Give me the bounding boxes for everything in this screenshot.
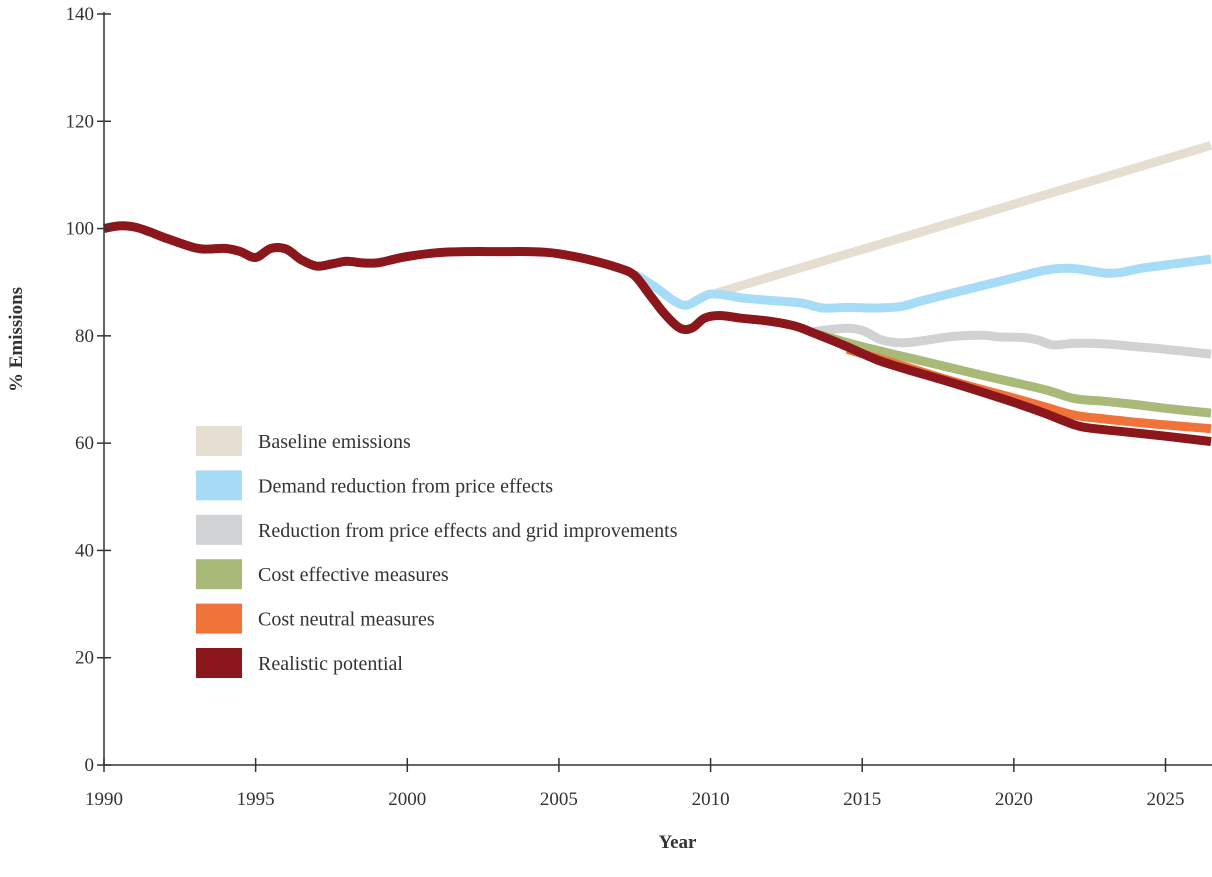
- y-tick-label: 20: [75, 648, 94, 669]
- series-line-3: [818, 330, 1212, 418]
- x-tick-label: 2010: [692, 789, 730, 810]
- legend-swatch: [196, 603, 242, 634]
- x-tick-label: 2005: [540, 789, 578, 810]
- x-axis-title: Year: [659, 832, 698, 853]
- series-line-5: [103, 221, 1212, 446]
- legend-label: Baseline emissions: [258, 431, 411, 453]
- series-line-1: [632, 254, 1212, 313]
- x-tick-label: 2020: [995, 789, 1033, 810]
- legend-label: Realistic potential: [258, 653, 403, 675]
- legend-label: Reduction from price effects and grid im…: [258, 520, 678, 542]
- x-tick-label: 1995: [237, 789, 275, 810]
- tick-labels: 0 20 40 60 80 100 120 140 1990 1995 2000 2005 2010 20…: [66, 4, 1185, 810]
- legend-swatch: [196, 470, 242, 501]
- y-axis-title: % Emissions: [6, 287, 27, 392]
- y-tick-label: 40: [75, 540, 94, 561]
- x-tick-label: 2015: [843, 789, 881, 810]
- series-line-0: [715, 141, 1212, 298]
- legend-swatch: [196, 559, 242, 590]
- legend-swatch: [196, 426, 242, 456]
- legend-swatch: [196, 648, 242, 678]
- legend-label: Cost effective measures: [258, 564, 449, 586]
- series-lines: [103, 141, 1212, 446]
- x-tick-label: 1990: [85, 789, 123, 810]
- legend-swatch: [196, 514, 242, 545]
- axes: [97, 12, 1212, 772]
- y-tick-label: 80: [75, 326, 94, 347]
- x-tick-label: 2000: [388, 789, 426, 810]
- y-tick-label: 120: [66, 111, 95, 132]
- y-tick-label: 140: [66, 4, 95, 25]
- series-line-2: [813, 323, 1212, 359]
- y-tick-label: 100: [66, 219, 95, 240]
- legend-label: Demand reduction from price effects: [258, 475, 553, 497]
- legend-label: Cost neutral measures: [258, 609, 435, 631]
- y-tick-label: 60: [75, 433, 94, 454]
- legend: Baseline emissions Demand reduction from …: [196, 426, 678, 678]
- y-tick-label: 0: [85, 755, 95, 776]
- x-tick-label: 2025: [1147, 789, 1185, 810]
